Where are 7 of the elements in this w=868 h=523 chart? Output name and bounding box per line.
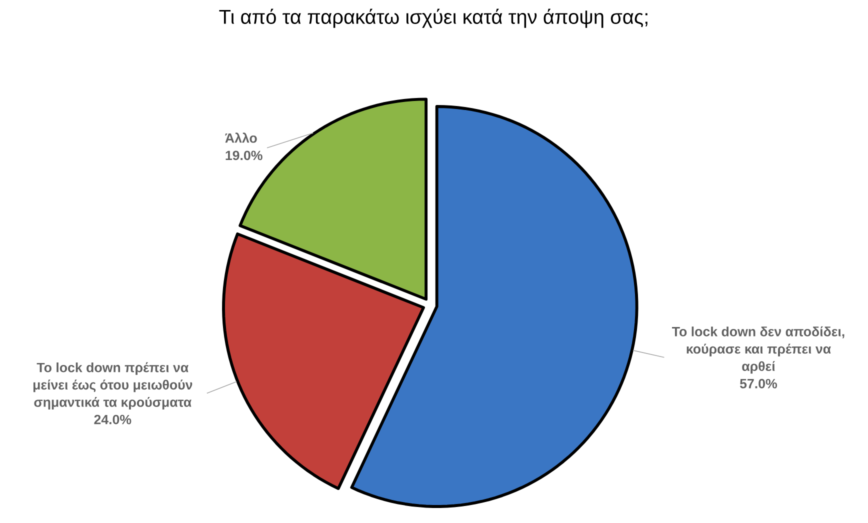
data-label: 24.0% bbox=[94, 414, 132, 424]
slice-label: To lock down πρέπει να μείνει έως ότου μειωθούν σημαντικά τα κρούσματα bbox=[33, 362, 192, 410]
slice-label: To lock down δεν αποδίδει, κούρασε και πρέπει να αρθεί bbox=[672, 326, 844, 374]
slice-label: Άλλο bbox=[225, 132, 257, 143]
data-label: 57.0% bbox=[740, 378, 778, 388]
data-label: 19.0% bbox=[226, 150, 262, 160]
chart-title: Τι από τα παρακάτω ισχύει κατά την άποψη σας; bbox=[219, 8, 648, 28]
